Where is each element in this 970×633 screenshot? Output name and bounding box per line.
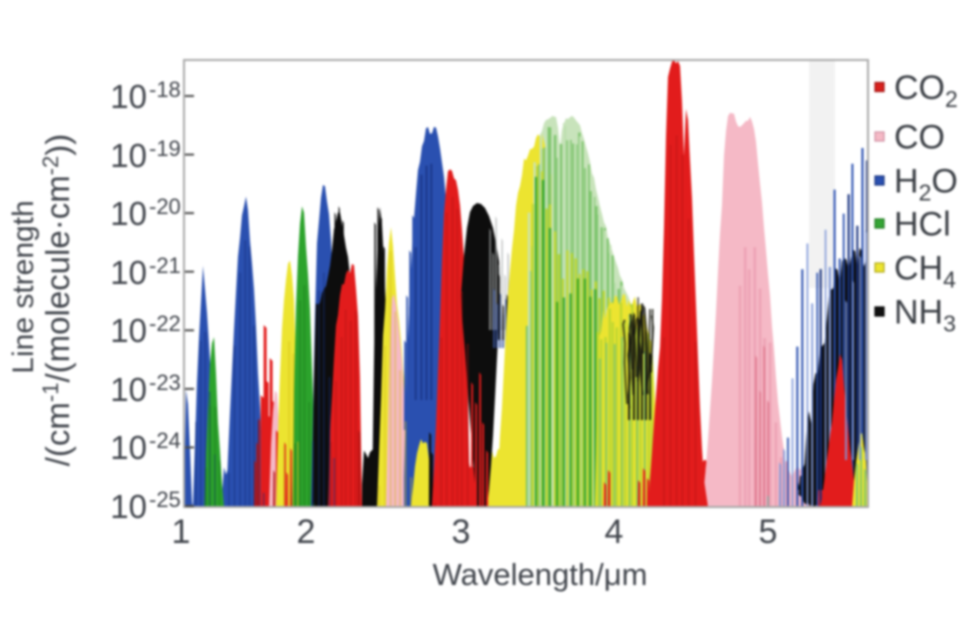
svg-text:10: 10 [110, 195, 147, 232]
svg-text:5: 5 [759, 513, 778, 551]
svg-text:-18: -18 [149, 77, 181, 102]
svg-text:3: 3 [452, 513, 471, 551]
svg-text:10: 10 [110, 312, 147, 349]
svg-text:Line strength: Line strength [7, 200, 40, 373]
svg-text:HCl: HCl [894, 206, 951, 244]
svg-text:H2O: H2O [894, 163, 958, 206]
svg-text:2: 2 [297, 513, 316, 551]
svg-text:-25: -25 [149, 487, 181, 512]
svg-text:4: 4 [605, 513, 624, 551]
svg-text:CO: CO [894, 119, 945, 157]
svg-text:CH4: CH4 [894, 250, 956, 293]
svg-text:-21: -21 [149, 253, 181, 278]
svg-text:10: 10 [110, 78, 147, 115]
svg-text:10: 10 [110, 371, 147, 408]
svg-text:-23: -23 [149, 370, 181, 395]
svg-text:10: 10 [110, 254, 147, 291]
svg-text:Wavelength/μm: Wavelength/μm [433, 557, 648, 592]
svg-text:10: 10 [110, 488, 147, 525]
svg-text:10: 10 [110, 137, 147, 174]
svg-text:-24: -24 [149, 428, 181, 453]
svg-text:-19: -19 [149, 136, 181, 161]
svg-text:10: 10 [110, 429, 147, 466]
svg-text:-20: -20 [149, 194, 181, 219]
svg-text:1: 1 [172, 513, 191, 551]
svg-text:/(cm-1/(molecule·cm-2)): /(cm-1/(molecule·cm-2)) [38, 134, 76, 466]
svg-text:-22: -22 [149, 311, 181, 336]
